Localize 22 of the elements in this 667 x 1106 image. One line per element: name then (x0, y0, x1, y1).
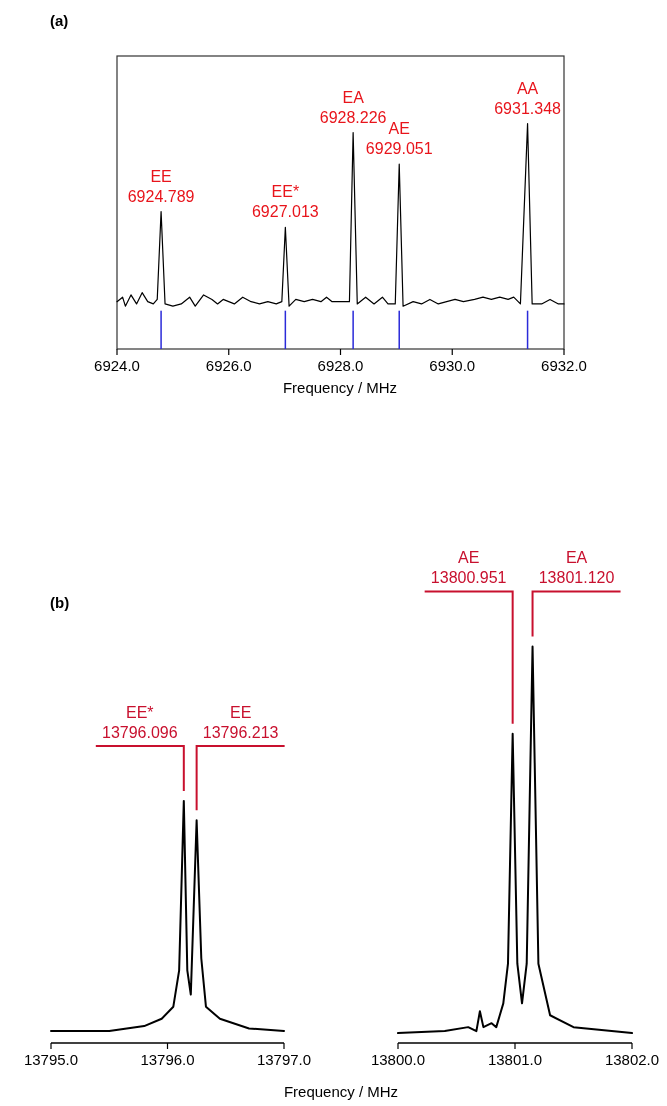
text: EA 13801.120 (538, 549, 615, 587)
x-tick-label: 13802.0 (604, 1051, 660, 1068)
x-tick-label: 13795.0 (23, 1051, 79, 1068)
annotation: AA 6931.348 (494, 79, 562, 117)
x-tick-label: 13796.0 (140, 1051, 195, 1068)
x-tick-label: 6928.0 (317, 357, 364, 374)
x-tick-label: 6924.0 (94, 357, 140, 374)
chart-title: (b) (50, 594, 70, 611)
annotation: EE* 6927.013 (251, 183, 319, 221)
x-tick-label: 13800.0 (370, 1051, 426, 1068)
x-tick-label: 6930.0 (429, 357, 476, 374)
x-axis-title: Frequency / MHz (283, 1083, 399, 1100)
x-tick-label: 6926.0 (205, 357, 252, 374)
annotation: EE 6924.789 (127, 167, 195, 205)
chart-title: (a) (50, 12, 69, 29)
text: EE* 13796.096 (101, 703, 178, 741)
x-tick-label: 13797.0 (256, 1051, 312, 1068)
x-tick-label: 13801.0 (487, 1051, 543, 1068)
text: EE 13796.213 (202, 703, 279, 741)
x-tick-label: 6932.0 (541, 357, 587, 374)
text: AE 13800.951 (430, 549, 507, 587)
x-axis-title: Frequency / MHz (282, 379, 398, 396)
